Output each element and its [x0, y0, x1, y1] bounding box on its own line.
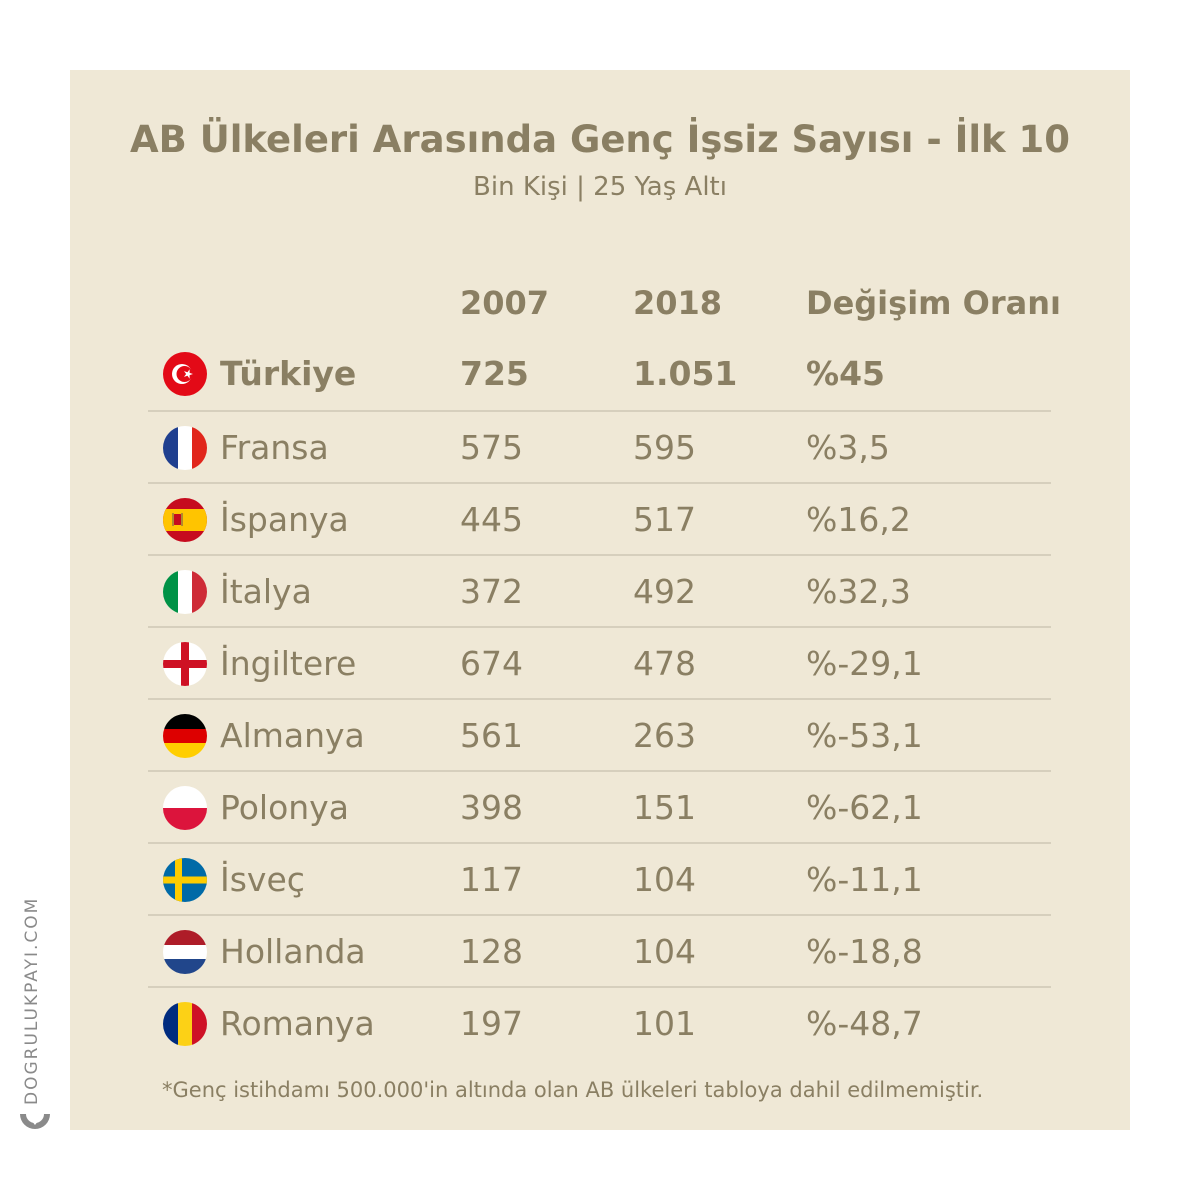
france-flag-icon	[163, 426, 207, 470]
table-row: İspanya 445 517 %16,2	[148, 482, 1051, 556]
value-2007: 372	[460, 572, 523, 611]
country-name: Türkiye	[220, 354, 357, 393]
germany-flag-icon	[163, 714, 207, 758]
netherlands-flag-icon	[163, 930, 207, 974]
brand-logo-icon	[20, 1112, 50, 1129]
country-name: İtalya	[220, 572, 312, 611]
change-rate: %16,2	[806, 500, 911, 539]
value-2007: 445	[460, 500, 523, 539]
table-row: İtalya 372 492 %32,3	[148, 554, 1051, 628]
column-header-2018: 2018	[633, 284, 723, 322]
value-2007: 575	[460, 428, 523, 467]
table-row: İsveç 117 104 %-11,1	[148, 842, 1051, 916]
value-2007: 398	[460, 788, 523, 827]
table-row: İngiltere 674 478 %-29,1	[148, 626, 1051, 700]
spain-flag-icon	[163, 498, 207, 542]
england-flag-icon	[163, 642, 207, 686]
value-2018: 517	[633, 500, 696, 539]
sweden-flag-icon	[163, 858, 207, 902]
turkey-flag-icon	[163, 352, 207, 396]
value-2007: 561	[460, 716, 523, 755]
value-2018: 492	[633, 572, 696, 611]
change-rate: %32,3	[806, 572, 911, 611]
value-2018: 595	[633, 428, 696, 467]
footnote: *Genç istihdamı 500.000'in altında olan …	[162, 1078, 984, 1102]
table-row: Türkiye 725 1.051 %45	[148, 338, 1051, 410]
table-row: Fransa 575 595 %3,5	[148, 410, 1051, 484]
country-name: İsveç	[220, 860, 305, 899]
value-2007: 128	[460, 932, 523, 971]
change-rate: %-29,1	[806, 644, 923, 683]
romania-flag-icon	[163, 1002, 207, 1046]
chart-title: AB Ülkeleri Arasında Genç İşsiz Sayısı -…	[129, 118, 1071, 161]
chart-subtitle: Bin Kişi | 25 Yaş Altı	[473, 172, 727, 202]
country-name: Hollanda	[220, 932, 366, 971]
change-rate: %-62,1	[806, 788, 923, 827]
table-row: Hollanda 128 104 %-18,8	[148, 914, 1051, 988]
country-name: Romanya	[220, 1004, 375, 1043]
change-rate: %-48,7	[806, 1004, 923, 1043]
country-name: Fransa	[220, 428, 329, 467]
change-rate: %3,5	[806, 428, 890, 467]
table-card	[70, 70, 1130, 1130]
table-row: Almanya 561 263 %-53,1	[148, 698, 1051, 772]
change-rate: %-11,1	[806, 860, 923, 899]
country-name: İngiltere	[220, 644, 357, 683]
value-2018: 104	[633, 932, 696, 971]
value-2007: 725	[460, 354, 529, 393]
value-2018: 263	[633, 716, 696, 755]
country-name: Polonya	[220, 788, 349, 827]
change-rate: %45	[806, 354, 885, 393]
value-2018: 478	[633, 644, 696, 683]
country-name: İspanya	[220, 500, 349, 539]
value-2018: 101	[633, 1004, 696, 1043]
value-2007: 674	[460, 644, 523, 683]
table-row: Romanya 197 101 %-48,7	[148, 986, 1051, 1060]
table-row: Polonya 398 151 %-62,1	[148, 770, 1051, 844]
value-2018: 1.051	[633, 354, 738, 393]
value-2007: 117	[460, 860, 523, 899]
value-2018: 151	[633, 788, 696, 827]
italy-flag-icon	[163, 570, 207, 614]
poland-flag-icon	[163, 786, 207, 830]
column-header-2007: 2007	[460, 284, 550, 322]
brand-name: DOGRULUKPAYI.COM	[22, 896, 42, 1105]
country-name: Almanya	[220, 716, 365, 755]
change-rate: %-18,8	[806, 932, 923, 971]
column-header-change: Değişim Oranı	[806, 284, 1061, 322]
value-2007: 197	[460, 1004, 523, 1043]
change-rate: %-53,1	[806, 716, 923, 755]
value-2018: 104	[633, 860, 696, 899]
